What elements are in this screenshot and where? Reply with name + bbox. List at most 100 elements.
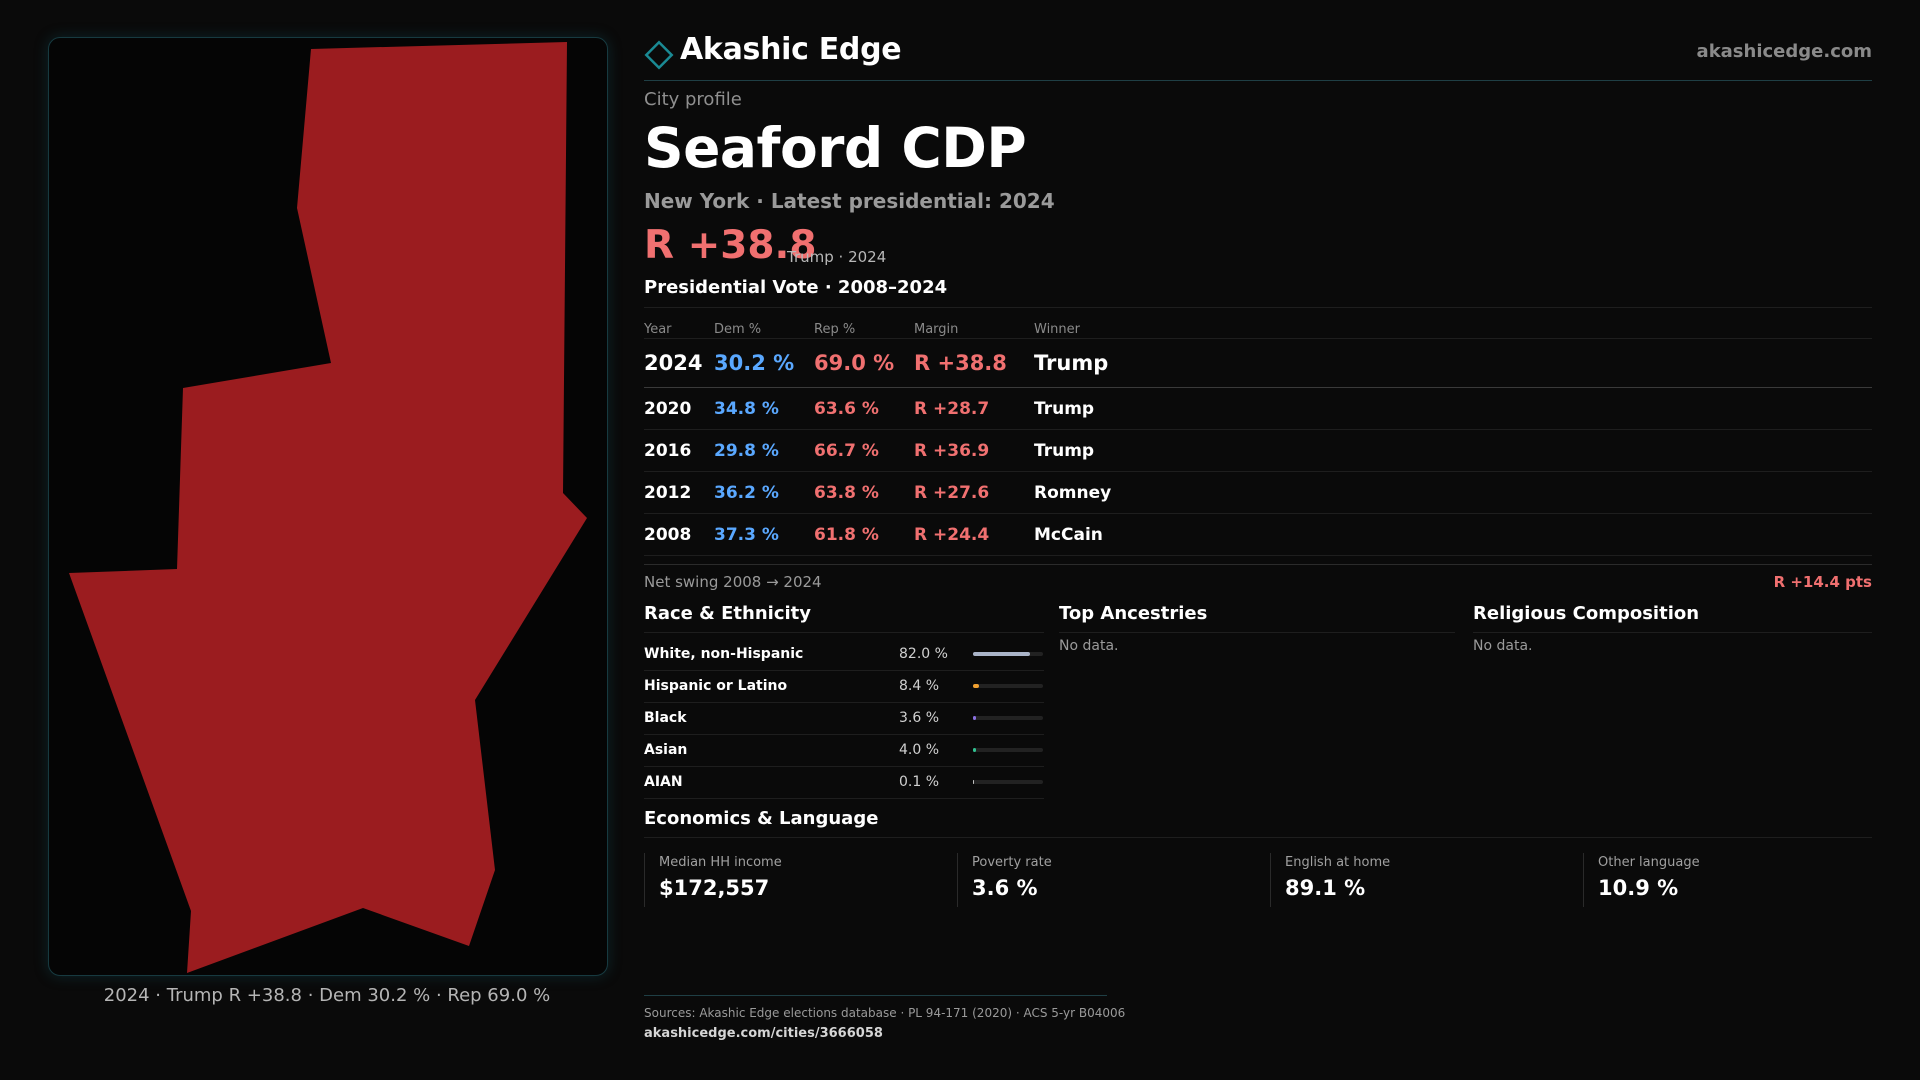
cell-winner: Trump	[1034, 440, 1095, 461]
header-dem: Dem %	[714, 322, 762, 337]
stat-poverty-rate: Poverty rate 3.6 %	[957, 853, 1252, 907]
cell-dem: 34.8 %	[714, 398, 779, 419]
religion-empty: No data.	[1473, 638, 1533, 654]
race-pct: 8.4 %	[899, 678, 940, 694]
cell-winner: Romney	[1034, 482, 1112, 503]
vote-table-title: Presidential Vote · 2008–2024	[644, 277, 948, 298]
page-url[interactable]: akashicedge.com/cities/3666058	[644, 1026, 883, 1041]
cell-rep: 63.6 %	[814, 398, 879, 419]
race-row: White, non-Hispanic 82.0 %	[644, 638, 1044, 671]
race-pct: 4.0 %	[899, 742, 940, 758]
race-bar-track	[973, 684, 1043, 688]
cell-year: 2020	[644, 398, 692, 419]
stat-english-at-home: English at home 89.1 %	[1270, 853, 1565, 907]
race-bar-fill	[973, 716, 976, 720]
economics-divider	[644, 837, 1872, 838]
vote-table: Year Dem % Rep % Margin Winner 2024 30.2…	[644, 307, 1872, 556]
net-swing: Net swing 2008 → 2024 R +14.4 pts	[644, 564, 1872, 595]
page-subtitle: New York · Latest presidential: 2024	[644, 189, 1055, 213]
cell-year: 2008	[644, 524, 692, 545]
page-title: Seaford CDP	[644, 116, 1027, 180]
cell-margin: R +24.4	[914, 524, 990, 545]
race-label: AIAN	[644, 774, 683, 790]
cell-year: 2024	[644, 351, 703, 375]
religion-divider	[1473, 632, 1872, 633]
ancestries-section-title: Top Ancestries	[1059, 603, 1208, 624]
cell-margin: R +27.6	[914, 482, 990, 503]
header-rep: Rep %	[814, 322, 856, 337]
footer-divider	[644, 995, 1107, 996]
cell-margin: R +28.7	[914, 398, 990, 419]
race-label: Hispanic or Latino	[644, 678, 788, 694]
cell-margin: R +36.9	[914, 440, 990, 461]
stat-value: 10.9 %	[1598, 876, 1679, 900]
race-label: Asian	[644, 742, 688, 758]
cell-winner: Trump	[1034, 351, 1109, 375]
stat-value: 89.1 %	[1285, 876, 1366, 900]
diamond-icon	[644, 40, 674, 70]
cell-dem: 37.3 %	[714, 524, 779, 545]
net-swing-label: Net swing 2008 → 2024	[644, 573, 822, 591]
table-row: 2016 29.8 % 66.7 % R +36.9 Trump	[644, 430, 1872, 472]
ancestries-divider	[1059, 632, 1455, 633]
cell-dem: 29.8 %	[714, 440, 779, 461]
latest-margin: R +38.8	[644, 223, 817, 268]
race-bar-fill	[973, 684, 979, 688]
cell-dem: 36.2 %	[714, 482, 779, 503]
cell-rep: 63.8 %	[814, 482, 879, 503]
cell-winner: Trump	[1034, 398, 1095, 419]
district-polygon	[69, 42, 587, 973]
cell-margin: R +38.8	[914, 351, 1007, 375]
race-bar-fill	[973, 652, 1031, 656]
stat-label: Other language	[1598, 855, 1700, 870]
race-bar-fill	[973, 748, 976, 752]
brand-name[interactable]: Akashic Edge	[680, 32, 902, 67]
race-bar-fill	[973, 780, 975, 784]
ancestries-empty: No data.	[1059, 638, 1119, 654]
stat-median-income: Median HH income $172,557	[644, 853, 939, 907]
cell-year: 2012	[644, 482, 692, 503]
stat-label: Poverty rate	[972, 855, 1052, 870]
table-row: 2020 34.8 % 63.6 % R +28.7 Trump	[644, 388, 1872, 430]
race-bar-track	[973, 780, 1043, 784]
site-link[interactable]: akashicedge.com	[1696, 41, 1872, 62]
header-margin: Margin	[914, 322, 959, 337]
race-row: Hispanic or Latino 8.4 %	[644, 670, 1044, 703]
cell-dem: 30.2 %	[714, 351, 795, 375]
table-row: 2008 37.3 % 61.8 % R +24.4 McCain	[644, 514, 1872, 556]
stat-label: English at home	[1285, 855, 1391, 870]
race-label: Black	[644, 710, 687, 726]
economics-section-title: Economics & Language	[644, 808, 879, 829]
race-row: Asian 4.0 %	[644, 734, 1044, 767]
race-bar-track	[973, 748, 1043, 752]
cell-rep: 61.8 %	[814, 524, 879, 545]
race-section-title: Race & Ethnicity	[644, 603, 811, 624]
race-row: AIAN 0.1 %	[644, 766, 1044, 799]
table-row: 2024 30.2 % 69.0 % R +38.8 Trump	[644, 339, 1872, 388]
race-divider	[644, 632, 1044, 633]
race-bar-track	[973, 652, 1043, 656]
race-pct: 0.1 %	[899, 774, 940, 790]
cell-rep: 66.7 %	[814, 440, 879, 461]
table-row: 2012 36.2 % 63.8 % R +27.6 Romney	[644, 472, 1872, 514]
page-kicker: City profile	[644, 89, 742, 110]
district-map	[48, 37, 608, 976]
header-year: Year	[644, 322, 672, 337]
cell-rep: 69.0 %	[814, 351, 895, 375]
latest-margin-note: Trump · 2024	[787, 248, 887, 266]
race-label: White, non-Hispanic	[644, 646, 804, 662]
stat-label: Median HH income	[659, 855, 782, 870]
header-winner: Winner	[1034, 322, 1081, 337]
religion-section-title: Religious Composition	[1473, 603, 1700, 624]
vote-table-header: Year Dem % Rep % Margin Winner	[644, 308, 1872, 339]
stat-value: $172,557	[659, 876, 770, 900]
map-caption: 2024 · Trump R +38.8 · Dem 30.2 % · Rep …	[103, 985, 551, 1006]
cell-year: 2016	[644, 440, 692, 461]
stat-other-language: Other language 10.9 %	[1583, 853, 1858, 907]
header: Akashic Edge akashicedge.com	[644, 32, 1872, 81]
net-swing-value: R +14.4 pts	[1773, 573, 1872, 591]
race-pct: 82.0 %	[899, 646, 948, 662]
sources-text: Sources: Akashic Edge elections database…	[644, 1006, 1126, 1020]
race-bar-track	[973, 716, 1043, 720]
race-pct: 3.6 %	[899, 710, 940, 726]
